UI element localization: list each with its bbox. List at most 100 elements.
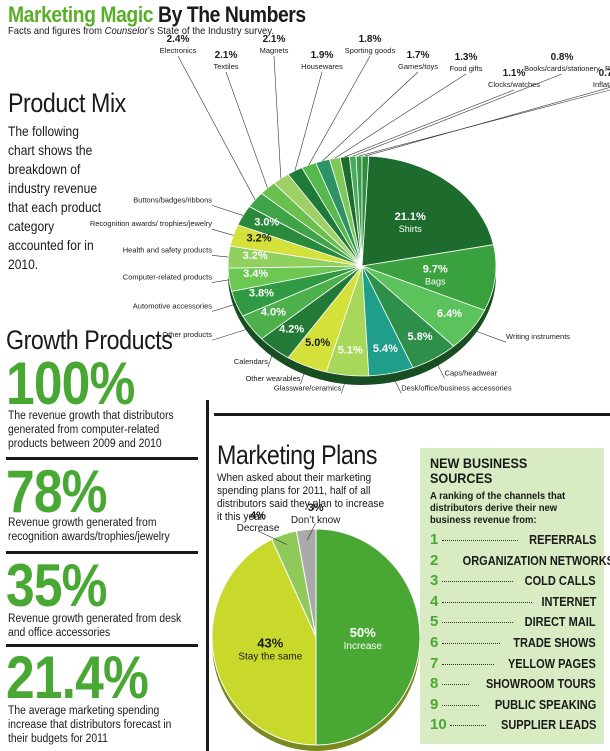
ranking-number: 10 xyxy=(430,716,447,734)
outside-pct-label: 1.7% xyxy=(407,50,430,61)
leader-line xyxy=(358,89,610,157)
plan-name-label: Don’t know xyxy=(291,515,341,526)
stat-value-2: 78% xyxy=(6,458,108,525)
ranking-label: ORGANIZATION NETWORKS xyxy=(462,553,610,568)
slice-pct-label: 3.8% xyxy=(249,287,274,299)
leader-line xyxy=(211,327,252,341)
plan-slice-increase xyxy=(315,528,420,746)
ranking-item: 9 PUBLIC SPEAKING xyxy=(430,696,596,716)
outside-name-label: Glassware/ceramics xyxy=(274,383,342,392)
product-mix-intro: The following chart shows the breakdown … xyxy=(8,123,102,272)
ranking-number: 5 xyxy=(430,613,439,631)
slice-pct-label: 5.0% xyxy=(305,337,330,349)
new-business-sources-panel xyxy=(420,448,604,744)
slice-pct-label: 3.0% xyxy=(254,217,279,229)
slice-name-label: Shirts xyxy=(399,224,423,234)
slice-pct-label: 3.2% xyxy=(247,232,272,244)
ranking-item: 8 SHOWROOM TOURS xyxy=(430,675,596,695)
outside-name-label: Health and safety products xyxy=(123,245,212,254)
plan-name-label: Decrease xyxy=(237,523,280,534)
pie-slice-personal-pocket-purse-products xyxy=(361,155,370,267)
ranking-item: 7 YELLOW PAGES xyxy=(430,655,596,675)
outside-name-label: Sporting goods xyxy=(345,46,396,55)
outside-pct-label: 1.3% xyxy=(455,52,478,63)
leader-line xyxy=(273,55,282,179)
outside-name-label: Writing instruments xyxy=(506,332,570,341)
ranking-number: 6 xyxy=(430,634,439,651)
plan-name-label: Stay the same xyxy=(238,652,302,663)
new-business-subtitle: A ranking of the channels that distribut… xyxy=(430,490,566,526)
ranking-number: 2 xyxy=(430,551,439,569)
leader-line xyxy=(308,55,371,166)
leader-line xyxy=(257,530,288,545)
outside-name-label: Buttons/badges/ribbons xyxy=(133,195,212,204)
dotted-leader xyxy=(442,643,501,644)
dotted-leader xyxy=(442,684,470,686)
ranking-item: 3 COLD CALLS xyxy=(430,572,596,592)
ranking-label: REFERRALS xyxy=(528,533,596,547)
plan-pct-label: 4% xyxy=(250,510,266,522)
title-green-part: Marketing Magic xyxy=(8,2,154,27)
stat-text-2: Revenue growth generated from recognitio… xyxy=(8,517,170,543)
leader-line xyxy=(300,366,307,385)
product-mix-pie-chart: 21.1%Shirts 9.7%Bags 6.4% Writing instrumen… xyxy=(90,34,610,394)
slice-pct-label: 9.7% xyxy=(423,264,448,276)
stat-text-4: The average marketing spending increase … xyxy=(8,705,172,745)
subtitle-text: Facts and figures from xyxy=(8,25,105,37)
marketing-plans-pie-chart: 50%Increase 43%Stay the same 4%Decrease 3%D… xyxy=(211,502,420,751)
outside-name-label: Books/cards/stationery xyxy=(524,64,600,73)
leader-line xyxy=(267,348,275,368)
ranking-number: 1 xyxy=(430,531,439,548)
ranking-label: PUBLIC SPEAKING xyxy=(494,697,596,712)
ranking-item: 4 INTERNET xyxy=(430,593,596,613)
outside-name-label: Food gifts xyxy=(450,64,483,73)
ranking-number: 9 xyxy=(430,695,439,713)
column-divider xyxy=(206,400,209,751)
ranking-number: 3 xyxy=(430,572,439,590)
outside-pct-label: 2.4% xyxy=(167,34,190,45)
dotted-leader xyxy=(450,725,486,727)
stat-text-1: The revenue growth that distributors gen… xyxy=(8,410,174,450)
new-business-title: NEW BUSINESS SOURCES xyxy=(430,455,528,486)
ranking-label: SHOWROOM TOURS xyxy=(486,677,596,692)
plan-pct-label: 3% xyxy=(308,502,324,514)
leader-line xyxy=(225,71,268,189)
outside-name-label: Magnets xyxy=(260,46,289,55)
ranking-number: 4 xyxy=(430,592,439,610)
subtitle-publication: Counselor xyxy=(104,25,148,37)
outside-name-label: Recognition awards/ trophies/jewelry xyxy=(90,219,212,228)
slice-pct-label: 5.8% xyxy=(407,331,432,343)
slice-pct-label: 4.2% xyxy=(279,323,304,335)
leader-line xyxy=(471,329,507,343)
marketing-plans-heading: Marketing Plans xyxy=(217,440,378,470)
slice-pct-label: 4.0% xyxy=(261,306,286,318)
subtitle-text-end: ’s State of the Industry survey. xyxy=(147,25,274,37)
ranking-label: INTERNET xyxy=(541,594,596,609)
marketing-plans-text: When asked about their marketing spendin… xyxy=(217,472,385,523)
leader-line xyxy=(211,228,234,236)
plan-slice-don-t-know xyxy=(295,528,317,638)
slice-name-label: Bags xyxy=(425,277,446,287)
leader-line xyxy=(211,279,230,283)
pie-slice-shirts xyxy=(361,155,494,267)
ranking-label: SUPPLIER LEADS xyxy=(500,718,596,733)
outside-pct-label: 0.7% xyxy=(599,68,610,79)
slice-pct-label: 5.4% xyxy=(373,343,398,355)
plan-pct-label: 50% xyxy=(350,625,376,640)
leader-line xyxy=(390,373,402,394)
leader-line xyxy=(322,71,419,162)
outside-pct-label: 1.1% xyxy=(503,68,526,79)
dotted-leader xyxy=(442,663,495,665)
slice-pct-label: 3.2% xyxy=(243,250,268,262)
leader-line xyxy=(211,303,237,312)
ranking-item: 1 REFERRALS xyxy=(430,531,596,551)
product-mix-heading: Product Mix xyxy=(8,88,126,118)
slice-pct-label: 6.4% xyxy=(437,308,462,320)
page-subtitle: Facts and figures from Counselor’s State… xyxy=(8,25,274,37)
ranking-label: YELLOW PAGES xyxy=(508,656,596,671)
outside-name-label: Housewares xyxy=(301,62,343,71)
leader-line xyxy=(344,89,515,158)
outside-name-label: Textiles xyxy=(213,62,238,71)
pie-slice-bags xyxy=(360,244,497,311)
section-divider xyxy=(214,413,610,416)
